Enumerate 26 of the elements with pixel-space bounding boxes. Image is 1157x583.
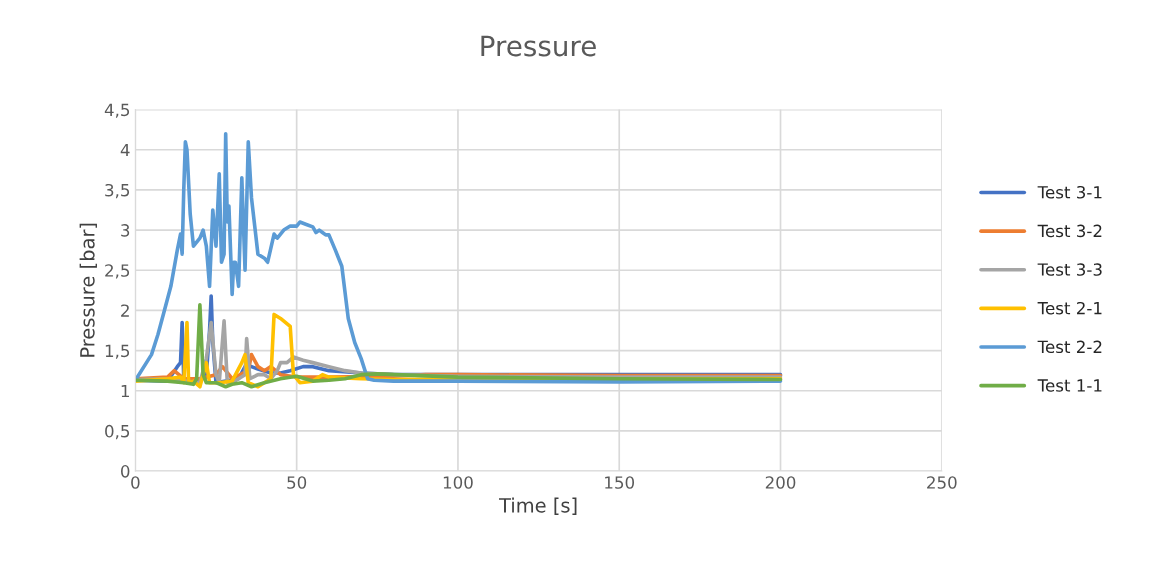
legend-label: Test 3-3: [1037, 263, 1102, 276]
y-tick-label: 1: [121, 384, 129, 398]
x-tick-label: 100: [443, 476, 473, 489]
y-tick-label: 3,5: [105, 183, 130, 199]
x-tick-label: 50: [287, 476, 307, 489]
y-tick-label: 2,5: [105, 264, 130, 279]
y-tick-label: 2: [121, 304, 129, 317]
y-tick-label: 3: [121, 224, 130, 237]
y-axis-title: Pressure [bar]: [79, 223, 97, 357]
y-tick-label: 0: [121, 465, 130, 478]
legend-label: Test 1-1: [1037, 379, 1102, 392]
line-series: [135, 131, 783, 384]
legend-label: Test 2-2: [1037, 340, 1102, 354]
legend-label: Test 3-1: [1037, 185, 1102, 199]
x-tick-label: 250: [927, 476, 957, 489]
y-tick-label: 4,5: [104, 103, 130, 118]
chart-title: Pressure: [481, 35, 596, 57]
x-tick-label: 0: [131, 476, 140, 489]
legend-label: Test 2-1: [1037, 301, 1102, 315]
y-tick-label: 0,5: [105, 424, 130, 440]
y-tick-label: 1,5: [105, 344, 130, 359]
x-tick-label: 150: [605, 476, 635, 489]
x-tick-label: 200: [765, 476, 796, 489]
legend-label: Test 3-2: [1037, 224, 1102, 238]
y-tick-label: 4: [120, 143, 130, 157]
x-axis-title: Time [s]: [499, 497, 577, 515]
